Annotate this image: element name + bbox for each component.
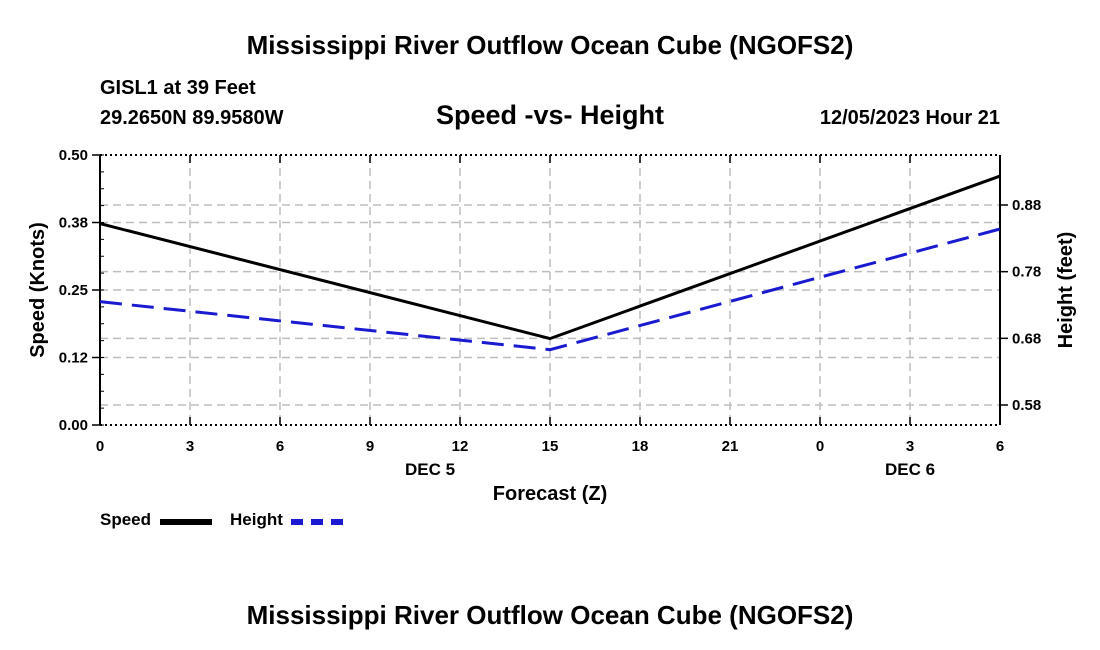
x-date-label: DEC 5 bbox=[405, 460, 455, 479]
y-tick-label: 0.00 bbox=[59, 417, 88, 434]
x-tick-label: 9 bbox=[366, 438, 374, 455]
y2-axis-title: Height (feet) bbox=[1055, 232, 1077, 349]
x-tick-label: 18 bbox=[632, 438, 649, 455]
x-tick-label: 6 bbox=[276, 438, 284, 455]
legend-height-swatch bbox=[291, 519, 343, 525]
x-tick-label: 15 bbox=[542, 438, 559, 455]
y2-tick-label: 0.88 bbox=[1012, 197, 1041, 214]
legend-speed-swatch bbox=[160, 519, 212, 525]
x-tick-label: 3 bbox=[186, 438, 194, 455]
x-axis-title: Forecast (Z) bbox=[493, 483, 607, 505]
y-tick-label: 0.12 bbox=[59, 350, 88, 367]
y-axis-title: Speed (Knots) bbox=[27, 222, 49, 358]
series-speed-line bbox=[99, 174, 1001, 341]
y2-tick-label: 0.68 bbox=[1012, 330, 1041, 347]
station-label: GISL1 at 39 Feet bbox=[100, 77, 256, 99]
station-coordinates: 29.2650N 89.9580W bbox=[100, 107, 284, 129]
y-tick-label: 0.25 bbox=[59, 282, 88, 299]
y2-tick-label: 0.58 bbox=[1012, 397, 1041, 414]
y-tick-label: 0.50 bbox=[59, 147, 88, 164]
x-tick-label: 0 bbox=[816, 438, 824, 455]
x-tick-label: 6 bbox=[996, 438, 1004, 455]
forecast-datetime: 12/05/2023 Hour 21 bbox=[819, 107, 1000, 129]
chart-subtitle: Speed -vs- Height bbox=[435, 100, 665, 130]
y-tick-label: 0.38 bbox=[59, 215, 88, 232]
x-tick-label: 0 bbox=[96, 438, 104, 455]
legend-speed-label: Speed bbox=[100, 510, 152, 529]
x-tick-label: 3 bbox=[906, 438, 914, 455]
chart-main-title: Mississippi River Outflow Ocean Cube (NG… bbox=[246, 30, 854, 60]
x-tick-label: 12 bbox=[452, 438, 469, 455]
chart-footer-title: Mississippi River Outflow Ocean Cube (NG… bbox=[246, 600, 854, 630]
legend-height-label: Height bbox=[230, 510, 283, 529]
x-date-label: DEC 6 bbox=[885, 460, 935, 479]
y2-tick-label: 0.78 bbox=[1012, 264, 1041, 281]
x-tick-label: 21 bbox=[722, 438, 739, 455]
series-height-line bbox=[99, 227, 1001, 352]
